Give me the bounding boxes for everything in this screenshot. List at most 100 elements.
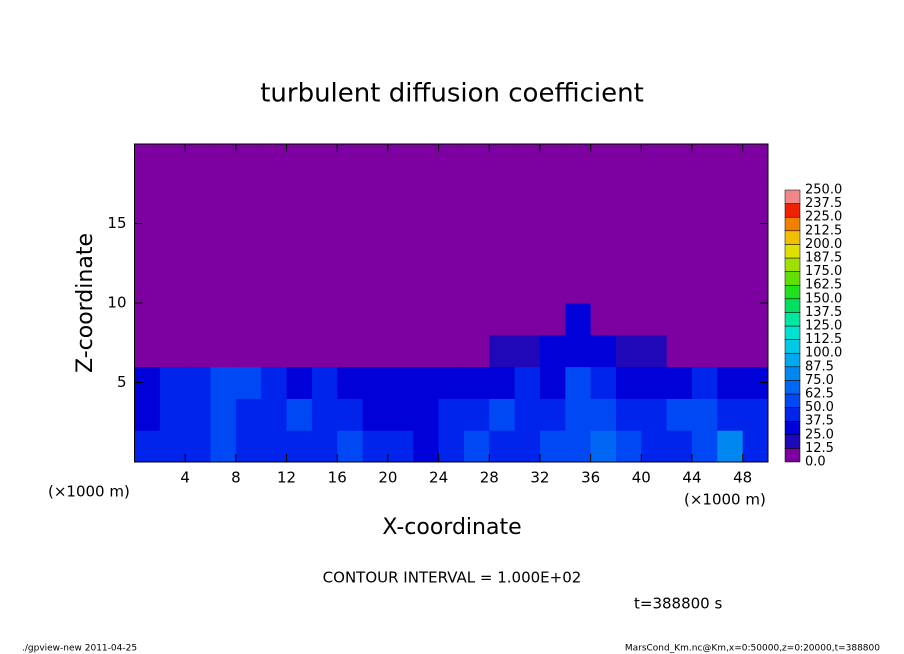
- field-cell: [641, 334, 668, 368]
- field-cell: [413, 398, 440, 431]
- field-cell: [590, 144, 617, 177]
- field-cell: [235, 271, 262, 304]
- y-tick-label: 15: [107, 214, 126, 232]
- field-cell: [413, 239, 440, 272]
- field-cell: [565, 303, 592, 336]
- colorbar-label: 125.0: [805, 319, 842, 334]
- field-cell: [413, 334, 440, 368]
- field-cell: [159, 303, 186, 336]
- field-cell: [337, 303, 364, 336]
- field-cell: [159, 430, 186, 463]
- colorbar-swatch: [784, 366, 801, 381]
- field-cell: [337, 207, 364, 240]
- field-cell: [641, 207, 668, 240]
- field-cell: [489, 207, 516, 240]
- field-cell: [210, 144, 237, 177]
- field-cell: [666, 271, 693, 304]
- field-cell: [286, 207, 313, 240]
- field-cell: [185, 430, 212, 463]
- field-cell: [134, 430, 161, 463]
- field-cell: [514, 144, 541, 177]
- field-cell: [159, 175, 186, 209]
- field-cell: [413, 175, 440, 209]
- field-cell: [691, 334, 718, 368]
- field-cell: [539, 175, 566, 209]
- colorbar-label: 100.0: [805, 346, 842, 361]
- field-cell: [590, 271, 617, 304]
- field-cell: [286, 398, 313, 431]
- colorbar-label: 250.0: [805, 183, 842, 198]
- colorbar-label: 12.5: [805, 441, 834, 456]
- field-cell: [210, 239, 237, 272]
- field-cell: [489, 239, 516, 272]
- field-cell: [210, 271, 237, 304]
- field-cell: [717, 430, 744, 463]
- field-cell: [666, 398, 693, 431]
- field-cell: [590, 207, 617, 240]
- colorbar-swatch: [784, 230, 801, 245]
- colorbar-label: 62.5: [805, 387, 834, 402]
- field-cell: [489, 175, 516, 209]
- field-cell: [261, 175, 288, 209]
- x-tick-label: 40: [632, 469, 651, 487]
- field-cell: [514, 175, 541, 209]
- field-cell: [539, 430, 566, 463]
- field-cell: [641, 271, 668, 304]
- field-cell: [565, 175, 592, 209]
- field-cell: [286, 271, 313, 304]
- field-cell: [615, 366, 642, 399]
- field-cell: [615, 398, 642, 431]
- field-cell: [210, 175, 237, 209]
- field-cell: [565, 144, 592, 177]
- field-cell: [210, 303, 237, 336]
- field-cell: [159, 271, 186, 304]
- colorbar-swatch: [784, 448, 801, 463]
- x-unit-label: (×1000 m): [48, 483, 130, 501]
- field-cell: [311, 398, 338, 431]
- field-cell: [641, 430, 668, 463]
- field-cell: [463, 366, 490, 399]
- field-cell: [185, 303, 212, 336]
- x-tick-label: 28: [480, 469, 499, 487]
- field-cell: [134, 144, 161, 177]
- field-cell: [666, 430, 693, 463]
- y-axis-title: Z-coordinate: [73, 233, 98, 373]
- field-cell: [489, 366, 516, 399]
- x-tick-label: 24: [429, 469, 448, 487]
- field-cell: [514, 334, 541, 368]
- field-cell: [261, 430, 288, 463]
- field-cell: [286, 366, 313, 399]
- field-cell: [463, 175, 490, 209]
- field-cell: [286, 334, 313, 368]
- field-cell: [742, 175, 769, 209]
- field-cell: [539, 271, 566, 304]
- field-cell: [362, 271, 389, 304]
- field-cell: [641, 175, 668, 209]
- field-cell: [742, 239, 769, 272]
- field-cell: [666, 366, 693, 399]
- field-cell: [387, 366, 414, 399]
- field-cell: [463, 239, 490, 272]
- field-cell: [615, 334, 642, 368]
- field-cell: [742, 144, 769, 177]
- field-cell: [742, 303, 769, 336]
- colorbar-swatch: [784, 257, 801, 272]
- field-cell: [311, 175, 338, 209]
- field-cell: [159, 398, 186, 431]
- colorbar-swatch: [784, 298, 801, 313]
- field-cell: [261, 271, 288, 304]
- field-cell: [717, 207, 744, 240]
- field-cell: [185, 239, 212, 272]
- field-cell: [565, 239, 592, 272]
- field-cell: [641, 303, 668, 336]
- x-tick-label: 4: [180, 469, 190, 487]
- field-cell: [261, 239, 288, 272]
- field-cell: [337, 430, 364, 463]
- time-label: t=388800 s: [634, 595, 722, 613]
- field-cell: [666, 144, 693, 177]
- field-cell: [362, 144, 389, 177]
- field-cell: [413, 303, 440, 336]
- field-cell: [438, 303, 465, 336]
- field-cell: [387, 303, 414, 336]
- field-cell: [362, 239, 389, 272]
